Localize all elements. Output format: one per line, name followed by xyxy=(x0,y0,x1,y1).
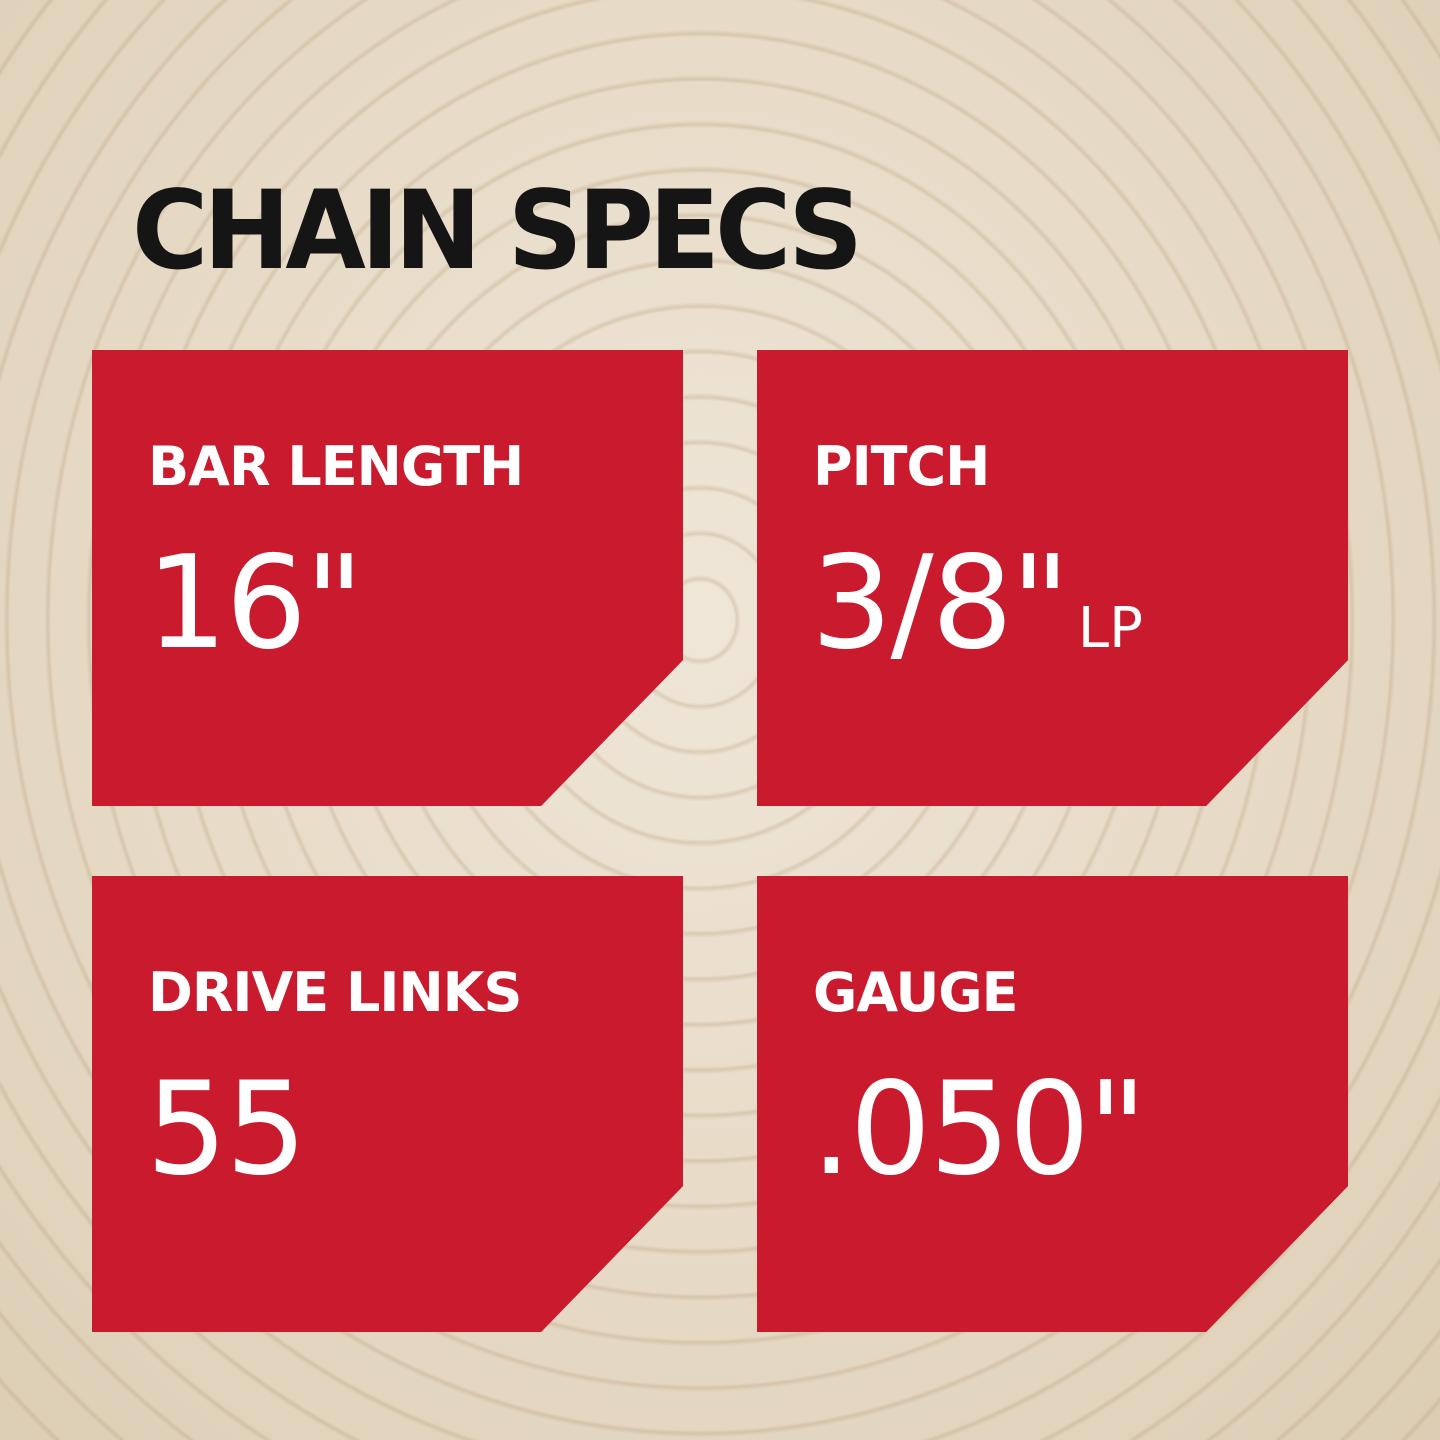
spec-value-text: .050" xyxy=(811,1055,1147,1204)
spec-value-text: 55 xyxy=(146,1055,307,1204)
spec-value: 3/8" LP xyxy=(811,540,1143,668)
spec-card-gauge: GAUGE .050" xyxy=(757,876,1348,1332)
spec-label: BAR LENGTH xyxy=(148,435,524,498)
spec-value: .050" xyxy=(811,1066,1147,1194)
spec-value-suffix: LP xyxy=(1077,596,1143,661)
spec-value: 16" xyxy=(146,540,364,668)
spec-label: PITCH xyxy=(813,435,990,498)
spec-card-pitch: PITCH 3/8" LP xyxy=(757,350,1348,806)
spec-card-bar-length: BAR LENGTH 16" xyxy=(92,350,683,806)
spec-label: DRIVE LINKS xyxy=(148,961,522,1024)
spec-card-drive-links: DRIVE LINKS 55 xyxy=(92,876,683,1332)
spec-value-text: 3/8" xyxy=(811,529,1070,678)
page-title: CHAIN SPECS xyxy=(132,165,863,295)
spec-value: 55 xyxy=(146,1066,307,1194)
spec-label: GAUGE xyxy=(813,961,1019,1024)
spec-value-text: 16" xyxy=(146,529,364,678)
